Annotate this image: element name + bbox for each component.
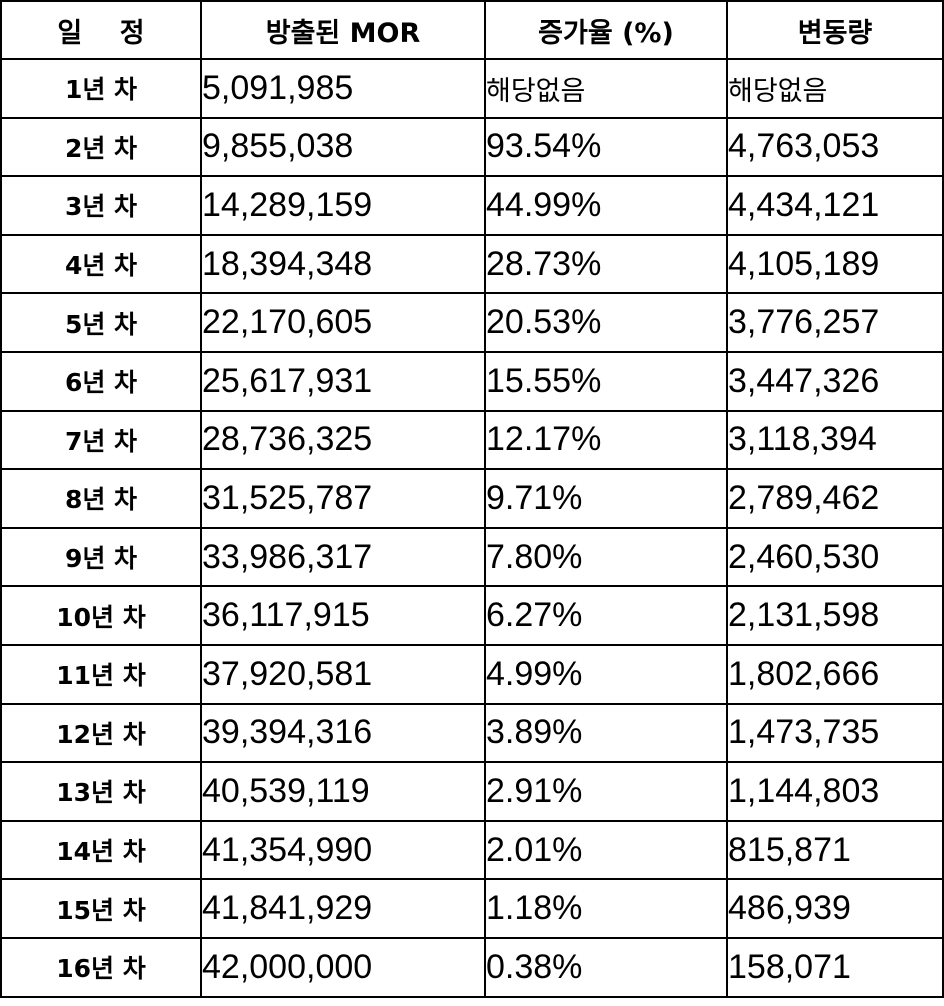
change-cell: 3,447,326 (726, 350, 944, 412)
period-cell: 1년 차 (0, 58, 202, 119)
rate-cell: 93.54% (484, 116, 728, 178)
change-cell: 해당없음 (726, 58, 944, 119)
header-growth-rate: 증가율 (%) (484, 0, 728, 60)
rate-cell: 해당없음 (484, 58, 728, 119)
rate-cell: 2.91% (484, 761, 728, 822)
emitted-cell: 22,170,605 (200, 292, 486, 353)
change-cell: 158,071 (726, 936, 944, 998)
rate-cell: 12.17% (484, 409, 728, 471)
rate-cell: 7.80% (484, 526, 728, 588)
table-row: 10년 차 36,117,915 6.27% 2,131,598 (0, 585, 944, 646)
rate-cell: 3.89% (484, 702, 728, 764)
table-row: 14년 차 41,354,990 2.01% 815,871 (0, 819, 944, 881)
change-cell: 3,118,394 (726, 409, 944, 471)
emitted-cell: 25,617,931 (200, 350, 486, 412)
change-cell: 2,460,530 (726, 526, 944, 588)
rate-cell: 1.18% (484, 878, 728, 939)
header-row: 일 정 방출된 MOR 증가율 (%) 변동량 (0, 0, 944, 60)
table-row: 12년 차 39,394,316 3.89% 1,473,735 (0, 702, 944, 764)
rate-cell: 0.38% (484, 936, 728, 998)
table-row: 3년 차 14,289,159 44.99% 4,434,121 (0, 175, 944, 236)
period-cell: 12년 차 (0, 702, 202, 764)
table-row: 2년 차 9,855,038 93.54% 4,763,053 (0, 116, 944, 178)
table-row: 15년 차 41,841,929 1.18% 486,939 (0, 878, 944, 939)
change-cell: 3,776,257 (726, 292, 944, 353)
period-cell: 15년 차 (0, 878, 202, 939)
table-row: 16년 차 42,000,000 0.38% 158,071 (0, 936, 944, 998)
emitted-cell: 28,736,325 (200, 409, 486, 471)
header-emitted-mor: 방출된 MOR (200, 0, 486, 60)
table-row: 8년 차 31,525,787 9.71% 2,789,462 (0, 468, 944, 529)
change-cell: 2,789,462 (726, 468, 944, 529)
header-change: 변동량 (726, 0, 944, 60)
emitted-cell: 14,289,159 (200, 175, 486, 236)
rate-cell: 2.01% (484, 819, 728, 881)
period-cell: 4년 차 (0, 233, 202, 295)
rate-cell: 9.71% (484, 468, 728, 529)
change-cell: 4,105,189 (726, 233, 944, 295)
rate-cell: 28.73% (484, 233, 728, 295)
emitted-cell: 36,117,915 (200, 585, 486, 646)
emitted-cell: 33,986,317 (200, 526, 486, 588)
table-row: 1년 차 5,091,985 해당없음 해당없음 (0, 58, 944, 119)
change-cell: 486,939 (726, 878, 944, 939)
rate-cell: 15.55% (484, 350, 728, 412)
period-cell: 7년 차 (0, 409, 202, 471)
change-cell: 1,144,803 (726, 761, 944, 822)
rate-cell: 6.27% (484, 585, 728, 646)
emitted-cell: 18,394,348 (200, 233, 486, 295)
period-cell: 9년 차 (0, 526, 202, 588)
header-schedule: 일 정 (0, 0, 202, 60)
change-cell: 4,763,053 (726, 116, 944, 178)
table-row: 7년 차 28,736,325 12.17% 3,118,394 (0, 409, 944, 471)
table-row: 5년 차 22,170,605 20.53% 3,776,257 (0, 292, 944, 353)
emitted-cell: 42,000,000 (200, 936, 486, 998)
emitted-cell: 31,525,787 (200, 468, 486, 529)
emitted-cell: 41,841,929 (200, 878, 486, 939)
change-cell: 4,434,121 (726, 175, 944, 236)
emitted-cell: 9,855,038 (200, 116, 486, 178)
period-cell: 5년 차 (0, 292, 202, 353)
emitted-cell: 40,539,119 (200, 761, 486, 822)
table-row: 11년 차 37,920,581 4.99% 1,802,666 (0, 643, 944, 705)
period-cell: 8년 차 (0, 468, 202, 529)
change-cell: 1,802,666 (726, 643, 944, 705)
period-cell: 14년 차 (0, 819, 202, 881)
rate-cell: 44.99% (484, 175, 728, 236)
change-cell: 1,473,735 (726, 702, 944, 764)
emitted-cell: 37,920,581 (200, 643, 486, 705)
emitted-cell: 5,091,985 (200, 58, 486, 119)
table-row: 13년 차 40,539,119 2.91% 1,144,803 (0, 761, 944, 822)
change-cell: 2,131,598 (726, 585, 944, 646)
period-cell: 11년 차 (0, 643, 202, 705)
change-cell: 815,871 (726, 819, 944, 881)
rate-cell: 4.99% (484, 643, 728, 705)
period-cell: 3년 차 (0, 175, 202, 236)
table-row: 9년 차 33,986,317 7.80% 2,460,530 (0, 526, 944, 588)
period-cell: 6년 차 (0, 350, 202, 412)
table-row: 6년 차 25,617,931 15.55% 3,447,326 (0, 350, 944, 412)
rate-cell: 20.53% (484, 292, 728, 353)
period-cell: 2년 차 (0, 116, 202, 178)
period-cell: 16년 차 (0, 936, 202, 998)
period-cell: 10년 차 (0, 585, 202, 646)
emitted-cell: 39,394,316 (200, 702, 486, 764)
period-cell: 13년 차 (0, 761, 202, 822)
table-row: 4년 차 18,394,348 28.73% 4,105,189 (0, 233, 944, 295)
emitted-cell: 41,354,990 (200, 819, 486, 881)
